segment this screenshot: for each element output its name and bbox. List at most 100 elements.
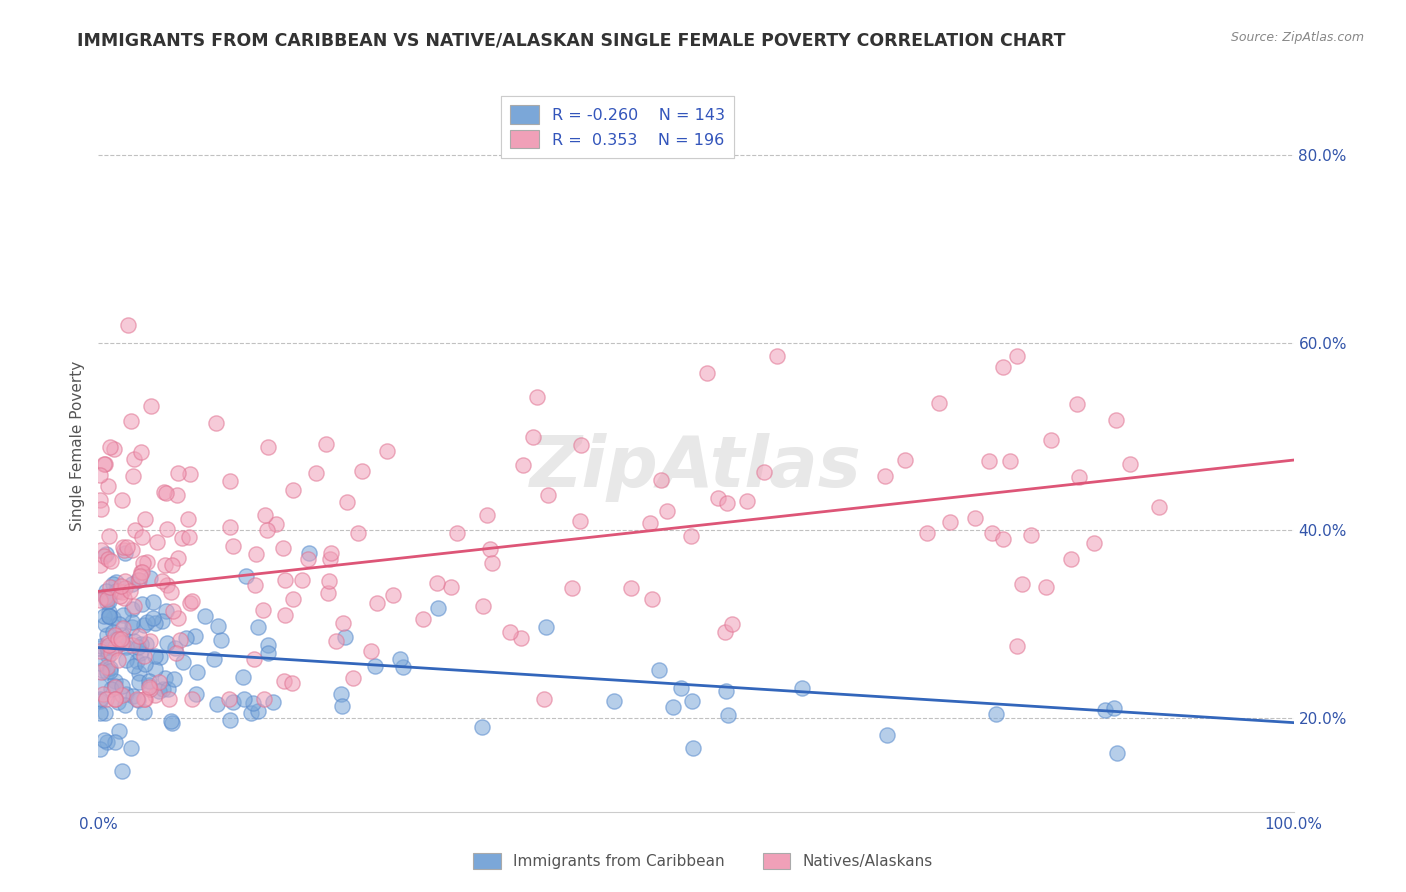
Point <box>96 592 118 607</box>
Point <box>132 692 155 706</box>
Point <box>471 599 494 614</box>
Point <box>111 627 134 641</box>
Point <box>150 614 173 628</box>
Point <box>352 464 374 478</box>
Point <box>121 601 143 615</box>
Point <box>219 713 242 727</box>
Point <box>111 584 134 599</box>
Point <box>650 473 672 487</box>
Point <box>94 591 117 606</box>
Point <box>620 581 643 595</box>
Point <box>242 696 264 710</box>
Point <box>100 554 122 568</box>
Point <box>90 640 112 654</box>
Point <box>209 633 232 648</box>
Point <box>179 467 201 482</box>
Point <box>281 483 304 497</box>
Point <box>321 546 343 560</box>
Point <box>221 540 243 554</box>
Point <box>105 574 128 589</box>
Point <box>162 603 184 617</box>
Point <box>156 522 179 536</box>
Point <box>108 617 131 632</box>
Point <box>97 649 120 664</box>
Point <box>107 632 129 646</box>
Point <box>150 574 173 588</box>
Point <box>89 643 111 657</box>
Point <box>96 660 118 674</box>
Point <box>104 583 127 598</box>
Point <box>96 640 118 654</box>
Point <box>681 694 703 708</box>
Point <box>98 638 121 652</box>
Point <box>132 556 155 570</box>
Point <box>155 486 177 500</box>
Point <box>246 620 269 634</box>
Point <box>245 547 267 561</box>
Point <box>655 504 678 518</box>
Point <box>537 488 560 502</box>
Point <box>114 582 136 596</box>
Point <box>111 636 134 650</box>
Text: IMMIGRANTS FROM CARIBBEAN VS NATIVE/ALASKAN SINGLE FEMALE POVERTY CORRELATION CH: IMMIGRANTS FROM CARIBBEAN VS NATIVE/ALAS… <box>77 31 1066 49</box>
Point <box>132 705 155 719</box>
Point <box>108 589 131 603</box>
Point <box>143 662 166 676</box>
Point <box>681 529 703 543</box>
Point <box>90 502 112 516</box>
Point <box>124 634 146 648</box>
Point <box>315 437 337 451</box>
Point <box>1066 397 1088 411</box>
Point <box>128 573 150 587</box>
Point <box>112 540 135 554</box>
Point <box>977 453 1000 467</box>
Point <box>281 676 304 690</box>
Point <box>94 590 117 604</box>
Point <box>110 579 132 593</box>
Point <box>156 682 179 697</box>
Point <box>89 706 111 721</box>
Point <box>243 578 266 592</box>
Point <box>101 624 124 639</box>
Point <box>481 556 503 570</box>
Point <box>96 665 118 679</box>
Point <box>253 692 276 706</box>
Point <box>172 655 194 669</box>
Point <box>111 688 134 702</box>
Point <box>184 687 207 701</box>
Point <box>110 634 132 648</box>
Legend: R = -0.260    N = 143, R =  0.353    N = 196: R = -0.260 N = 143, R = 0.353 N = 196 <box>501 95 734 158</box>
Point <box>89 467 111 482</box>
Point <box>181 692 204 706</box>
Point <box>298 546 321 560</box>
Point <box>252 602 274 616</box>
Point <box>332 615 354 630</box>
Point <box>93 457 115 471</box>
Point <box>153 671 176 685</box>
Point <box>366 596 388 610</box>
Point <box>89 694 111 708</box>
Point <box>143 688 166 702</box>
Point <box>124 523 146 537</box>
Point <box>117 318 139 332</box>
Point <box>1035 581 1057 595</box>
Point <box>273 673 295 688</box>
Point <box>93 609 115 624</box>
Point <box>568 514 591 528</box>
Point <box>240 706 263 720</box>
Point <box>105 632 128 646</box>
Point <box>512 458 534 473</box>
Point <box>1083 536 1105 550</box>
Point <box>89 692 111 706</box>
Point <box>89 593 111 607</box>
Point <box>274 608 297 623</box>
Point <box>127 574 149 588</box>
Point <box>129 637 152 651</box>
Point <box>146 535 169 549</box>
Point <box>304 467 326 481</box>
Point <box>121 615 143 629</box>
Point <box>1147 500 1170 514</box>
Point <box>111 492 134 507</box>
Point <box>256 523 278 537</box>
Point <box>475 508 498 522</box>
